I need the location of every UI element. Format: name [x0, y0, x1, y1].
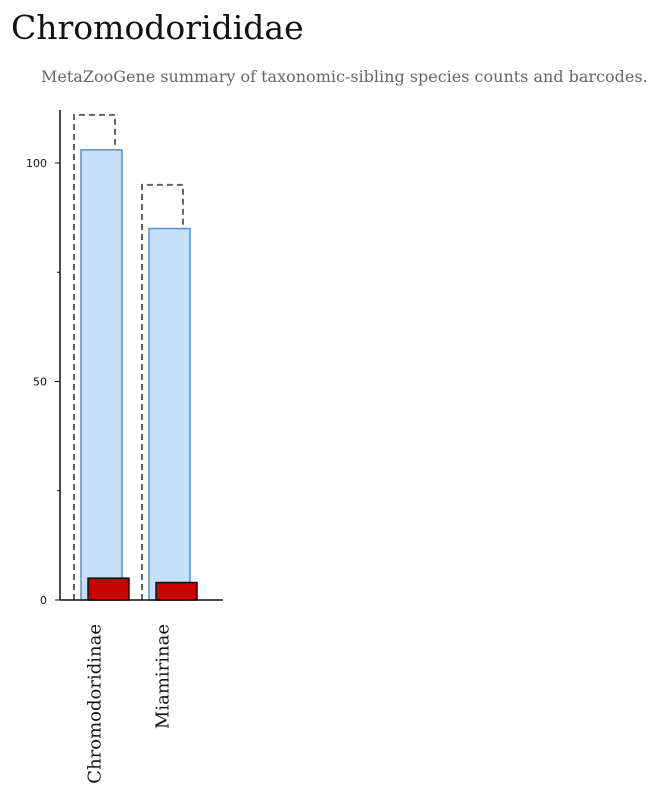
y-tick-label: 50: [33, 376, 47, 389]
x-tick-label: Miamirinae: [153, 624, 174, 729]
page-subtitle: MetaZooGene summary of taxonomic-sibling…: [41, 67, 648, 86]
barcode-bar-miamirinae: [155, 581, 198, 601]
y-tick-label: 0: [40, 594, 47, 607]
barcode-bar-chromodoridinae: [87, 577, 130, 601]
y-tick-label: 100: [26, 157, 47, 170]
x-tick-label: Chromodoridinae: [85, 624, 106, 784]
species-bar-chromodoridinae: [80, 149, 123, 601]
dashed-bar-chromodoridinae: [73, 113, 116, 600]
page-title: Chromodorididae: [11, 8, 304, 47]
species-bar-miamirinae: [148, 227, 191, 601]
